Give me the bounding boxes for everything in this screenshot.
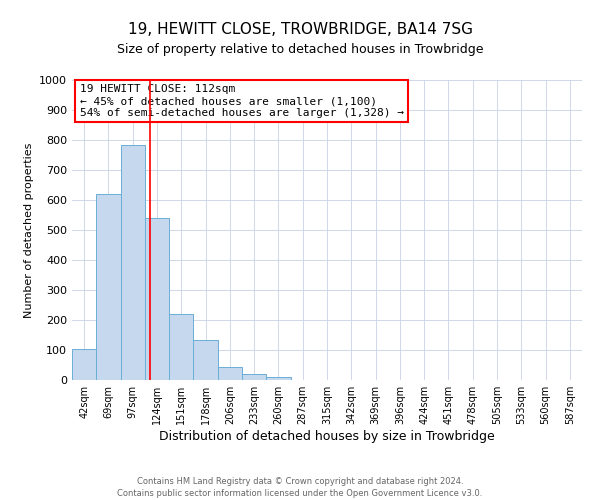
Bar xyxy=(218,366,242,380)
Bar xyxy=(72,349,96,380)
Bar xyxy=(169,314,193,380)
Y-axis label: Number of detached properties: Number of detached properties xyxy=(23,142,34,318)
Bar xyxy=(145,218,169,380)
Text: Contains public sector information licensed under the Open Government Licence v3: Contains public sector information licen… xyxy=(118,489,482,498)
Text: Size of property relative to detached houses in Trowbridge: Size of property relative to detached ho… xyxy=(117,42,483,56)
Bar xyxy=(193,340,218,380)
Bar xyxy=(266,377,290,380)
X-axis label: Distribution of detached houses by size in Trowbridge: Distribution of detached houses by size … xyxy=(159,430,495,443)
Text: Contains HM Land Registry data © Crown copyright and database right 2024.: Contains HM Land Registry data © Crown c… xyxy=(137,478,463,486)
Bar xyxy=(242,374,266,380)
Text: 19, HEWITT CLOSE, TROWBRIDGE, BA14 7SG: 19, HEWITT CLOSE, TROWBRIDGE, BA14 7SG xyxy=(128,22,473,38)
Bar xyxy=(121,145,145,380)
Bar xyxy=(96,194,121,380)
Text: 19 HEWITT CLOSE: 112sqm
← 45% of detached houses are smaller (1,100)
54% of semi: 19 HEWITT CLOSE: 112sqm ← 45% of detache… xyxy=(80,84,404,117)
